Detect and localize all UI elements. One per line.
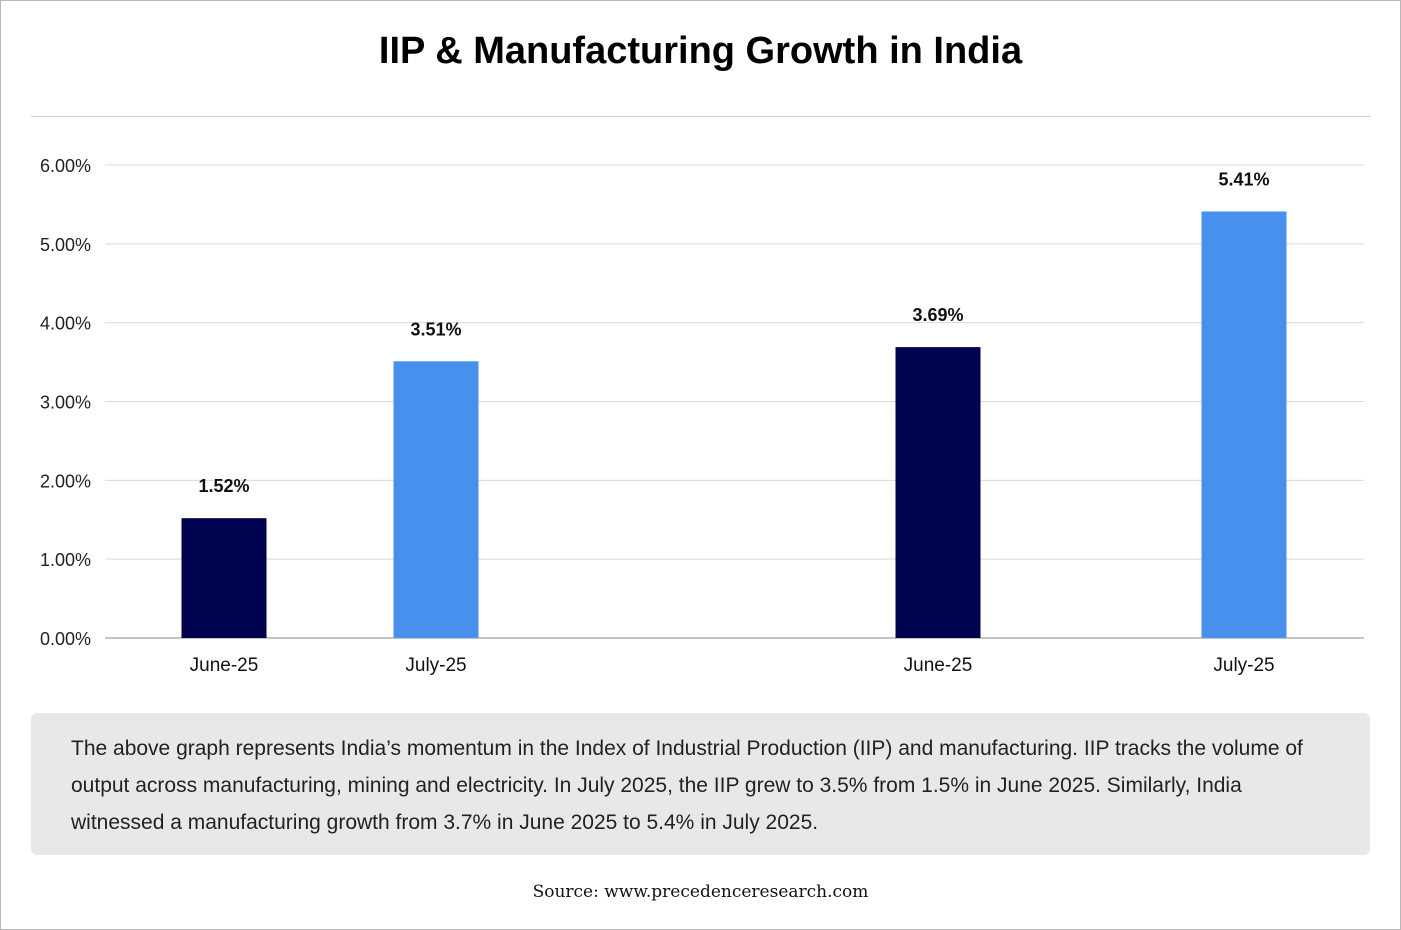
y-tick-label: 3.00% (40, 393, 91, 413)
data-label: 3.69% (912, 305, 963, 325)
bar (895, 347, 981, 638)
source-text: Source: www.precedenceresearch.com (532, 882, 869, 902)
y-tick-label: 4.00% (40, 314, 91, 334)
y-tick-label: 6.00% (40, 156, 91, 176)
title-divider (31, 116, 1370, 117)
data-label: 5.41% (1218, 170, 1269, 190)
y-tick-label: 1.00% (40, 550, 91, 570)
x-tick-label: June-25 (190, 655, 259, 676)
y-tick-label: 5.00% (40, 235, 91, 255)
bar (181, 518, 267, 638)
bar (393, 361, 479, 638)
description-box: The above graph represents India’s momen… (31, 713, 1370, 855)
data-label: 3.51% (410, 319, 461, 339)
chart-title: IIP & Manufacturing Growth in India (378, 30, 1023, 72)
bar-chart: 0.00% 1.00% 2.00% 3.00% 4.00% 5.00% 6.00% 1.52%… (40, 156, 1364, 676)
y-tick-label: 0.00% (40, 629, 91, 649)
x-tick-label: July-25 (405, 655, 466, 676)
bar (1201, 211, 1287, 639)
y-tick-label: 2.00% (40, 471, 91, 491)
data-label: 1.52% (198, 476, 249, 496)
x-tick-label: July-25 (1213, 655, 1274, 676)
x-tick-label: June-25 (904, 655, 973, 676)
